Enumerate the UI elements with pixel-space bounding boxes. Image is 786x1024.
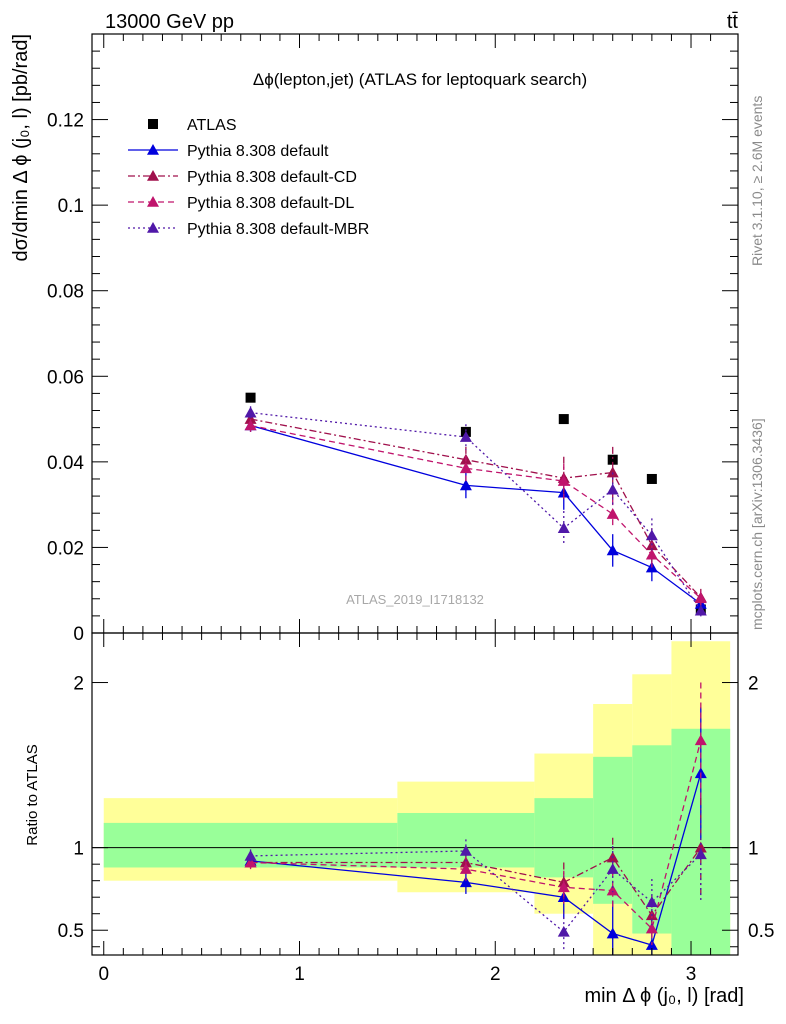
main-data-point <box>557 522 570 533</box>
main-series-line <box>250 412 702 612</box>
main-data-point <box>607 454 618 465</box>
main-y-axis-label: dσ/dmin Δ ϕ (j₀, l) [pb/rad] <box>10 34 32 262</box>
legend-entry: ATLAS <box>148 117 237 134</box>
ratio-y-axis-label: Ratio to ATLAS <box>24 744 41 845</box>
legend: ATLAS Pythia 8.308 default Pythia 8.308 de… <box>128 117 369 238</box>
mcplots-label: mcplots.cern.ch [arXiv:1306.3436] <box>749 418 765 630</box>
ratio-series-line <box>250 847 702 917</box>
ratio-y-tick-label-right: 0.5 <box>748 921 774 942</box>
main-series-pythia-8-308-default-cd <box>244 412 707 607</box>
ratio-data-point <box>459 863 472 874</box>
ratio-series-pythia-8-308-default-mbr <box>244 808 707 952</box>
panel-frames <box>91 33 739 956</box>
ratio-data-point <box>244 849 257 861</box>
ratio-data-point <box>694 734 707 746</box>
main-data-point <box>245 392 256 403</box>
ratio-data-point <box>459 876 472 888</box>
main-data-point <box>558 414 569 425</box>
ratio-data-point <box>606 884 619 896</box>
main-y-tick-label: 0.08 <box>47 282 84 303</box>
ratio-y-tick-label: 1 <box>73 839 84 860</box>
main-series-line <box>250 424 702 605</box>
main-y-tick-label: 0.04 <box>47 453 84 474</box>
legend-entry: Pythia 8.308 default-DL <box>128 195 354 212</box>
ratio-y-tick-label-right: 1 <box>748 839 759 860</box>
main-data-point <box>645 529 658 541</box>
main-y-tick-label: 0.1 <box>58 196 84 217</box>
main-data-point <box>646 473 657 484</box>
energy-label: 13000 GeV pp <box>105 11 234 33</box>
legend-marker <box>148 119 158 129</box>
main-data-point <box>694 604 707 616</box>
main-series-atlas <box>245 392 706 615</box>
legend-label: ATLAS <box>187 117 237 134</box>
plot-title: Δϕ(lepton,jet) (ATLAS for leptoquark sea… <box>253 70 587 89</box>
main-series-pythia-8-308-default <box>244 419 707 611</box>
main-data-point <box>606 544 619 556</box>
main-data-point <box>244 419 257 431</box>
legend-marker <box>147 196 159 207</box>
legend-marker <box>147 170 159 181</box>
x-tick-label: 1 <box>294 964 305 985</box>
ratio-data-point <box>557 925 570 937</box>
main-y-tick-label: 0.06 <box>47 367 84 388</box>
legend-label: Pythia 8.308 default-MBR <box>187 221 369 238</box>
ratio-band-inner <box>593 756 633 904</box>
main-data-point <box>606 483 619 495</box>
main-series-pythia-8-308-default-mbr <box>244 406 707 617</box>
ratio-y-tick-label: 0.5 <box>58 921 84 942</box>
main-data-point <box>645 548 658 560</box>
ratio-y-tick-label-right: 2 <box>748 674 759 695</box>
ratio-panel-frame <box>91 632 739 956</box>
main-series-line <box>250 418 702 598</box>
x-tick-label: 3 <box>686 964 697 985</box>
x-tick-label: 2 <box>490 964 501 985</box>
ratio-data-point <box>459 844 472 856</box>
ratio-data-point <box>645 896 658 907</box>
ratio-series-line <box>250 773 702 946</box>
ratio-data-point <box>244 856 257 868</box>
main-y-tick-label: 0.12 <box>47 111 84 132</box>
x-tick-label: 0 <box>98 964 109 985</box>
ratio-data-point <box>645 922 658 934</box>
main-y-tick-label: 0.02 <box>47 538 84 559</box>
ratio-data-point <box>606 927 619 939</box>
ratio-data-point <box>694 848 707 860</box>
main-data-point <box>606 508 619 519</box>
main-data-point <box>459 462 472 474</box>
main-data-point <box>459 431 472 442</box>
main-data-point <box>244 406 257 418</box>
ratio-uncertainty-bands <box>103 641 731 955</box>
legend-entry: Pythia 8.308 default <box>128 143 329 160</box>
ratio-data-point <box>606 863 619 874</box>
ratio-panel-series <box>244 682 707 955</box>
ratio-series-line <box>250 740 702 930</box>
ratio-data-point <box>694 841 707 853</box>
legend-marker <box>147 222 159 233</box>
main-y-tick-label: 0 <box>73 624 84 645</box>
legend-label: Pythia 8.308 default-CD <box>187 169 357 186</box>
main-data-point <box>606 466 619 478</box>
legend-label: Pythia 8.308 default-DL <box>187 195 354 212</box>
legend-label: Pythia 8.308 default <box>187 143 329 160</box>
main-series-pythia-8-308-default-dl <box>244 419 707 607</box>
ratio-series-pythia-8-308-default-dl <box>244 682 707 946</box>
main-series-line <box>250 424 702 599</box>
axis-ticks: 0 0.02 0.04 0.06 0.08 0.1 0.12 0 1 2 3 0.5 0.5 1 1 2 2 <box>47 33 774 985</box>
legend-entry: Pythia 8.308 default-CD <box>128 169 357 186</box>
main-panel-series <box>244 392 707 617</box>
process-label: tt̄ <box>727 11 739 33</box>
main-data-point <box>244 413 257 424</box>
ratio-y-tick-label: 2 <box>73 674 84 695</box>
legend-entry: Pythia 8.308 default-MBR <box>128 221 369 238</box>
legend-marker <box>147 144 159 155</box>
ratio-data-point <box>557 881 570 893</box>
x-axis-label: min Δ ϕ (j₀, l) [rad] <box>584 985 744 1007</box>
analysis-watermark: ATLAS_2019_I1718132 <box>346 592 484 607</box>
main-data-point <box>459 479 472 491</box>
main-data-point <box>694 592 707 604</box>
main-data-point <box>557 475 570 486</box>
rivet-version-label: Rivet 3.1.10, ≥ 2.6M events <box>749 96 765 266</box>
